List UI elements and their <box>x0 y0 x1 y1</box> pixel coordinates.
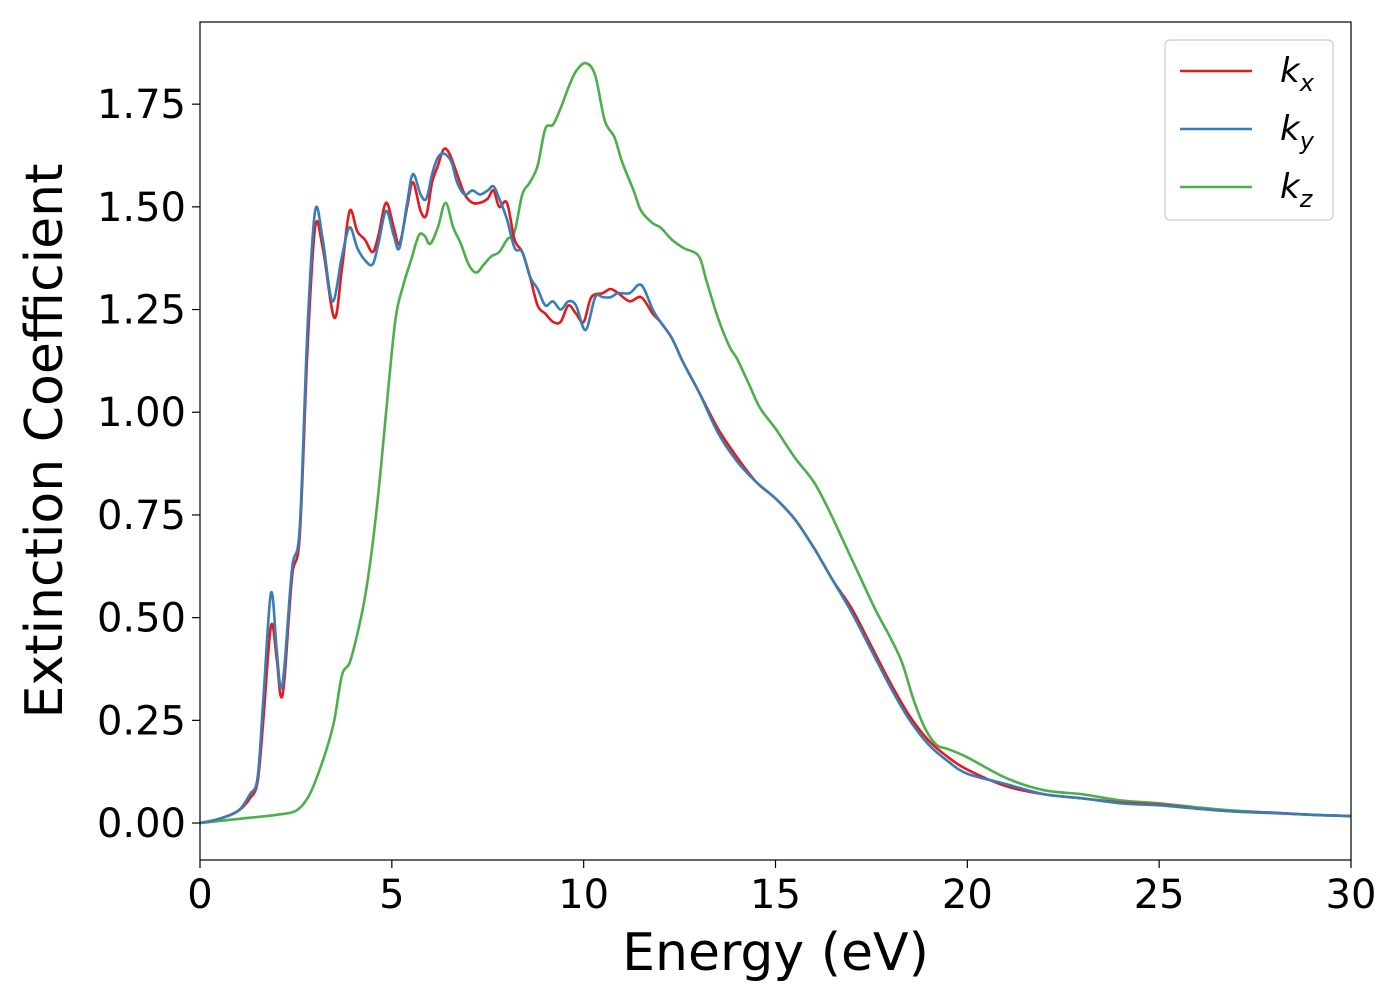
y-axis-title: Extinction Coefficient <box>15 164 75 719</box>
series-line-kz <box>200 61 1351 825</box>
x-tick-label: 20 <box>942 872 993 918</box>
y-tick-label: 0.50 <box>97 596 186 642</box>
legend: kx ky kz <box>1164 39 1334 221</box>
series-layer <box>200 61 1351 825</box>
y-tick-label: 1.75 <box>97 82 186 128</box>
series-line-ky <box>200 151 1351 825</box>
x-axis-ticks: 0 5 10 15 20 25 30 <box>187 860 1376 918</box>
y-tick-label: 1.50 <box>97 185 186 231</box>
y-tick-label: 0.25 <box>97 698 186 744</box>
series-line-kx <box>200 147 1351 825</box>
y-tick-label: 0.75 <box>97 493 186 539</box>
x-tick-label: 0 <box>187 872 212 918</box>
x-tick-label: 25 <box>1134 872 1185 918</box>
x-tick-label: 5 <box>379 872 404 918</box>
x-tick-label: 30 <box>1326 872 1377 918</box>
x-tick-label: 15 <box>750 872 801 918</box>
legend-label-kx: kx <box>1280 51 1315 97</box>
y-tick-label: 0.00 <box>97 801 186 847</box>
y-tick-label: 1.00 <box>97 390 186 436</box>
y-tick-label: 1.25 <box>97 288 186 334</box>
legend-label-ky: ky <box>1280 109 1315 155</box>
x-tick-label: 10 <box>558 872 609 918</box>
legend-label-kz: kz <box>1280 167 1314 213</box>
x-axis-title: Energy (eV) <box>622 923 929 983</box>
y-axis-ticks: 0.00 0.25 0.50 0.75 1.00 1.25 1.50 1.75 <box>97 82 200 847</box>
